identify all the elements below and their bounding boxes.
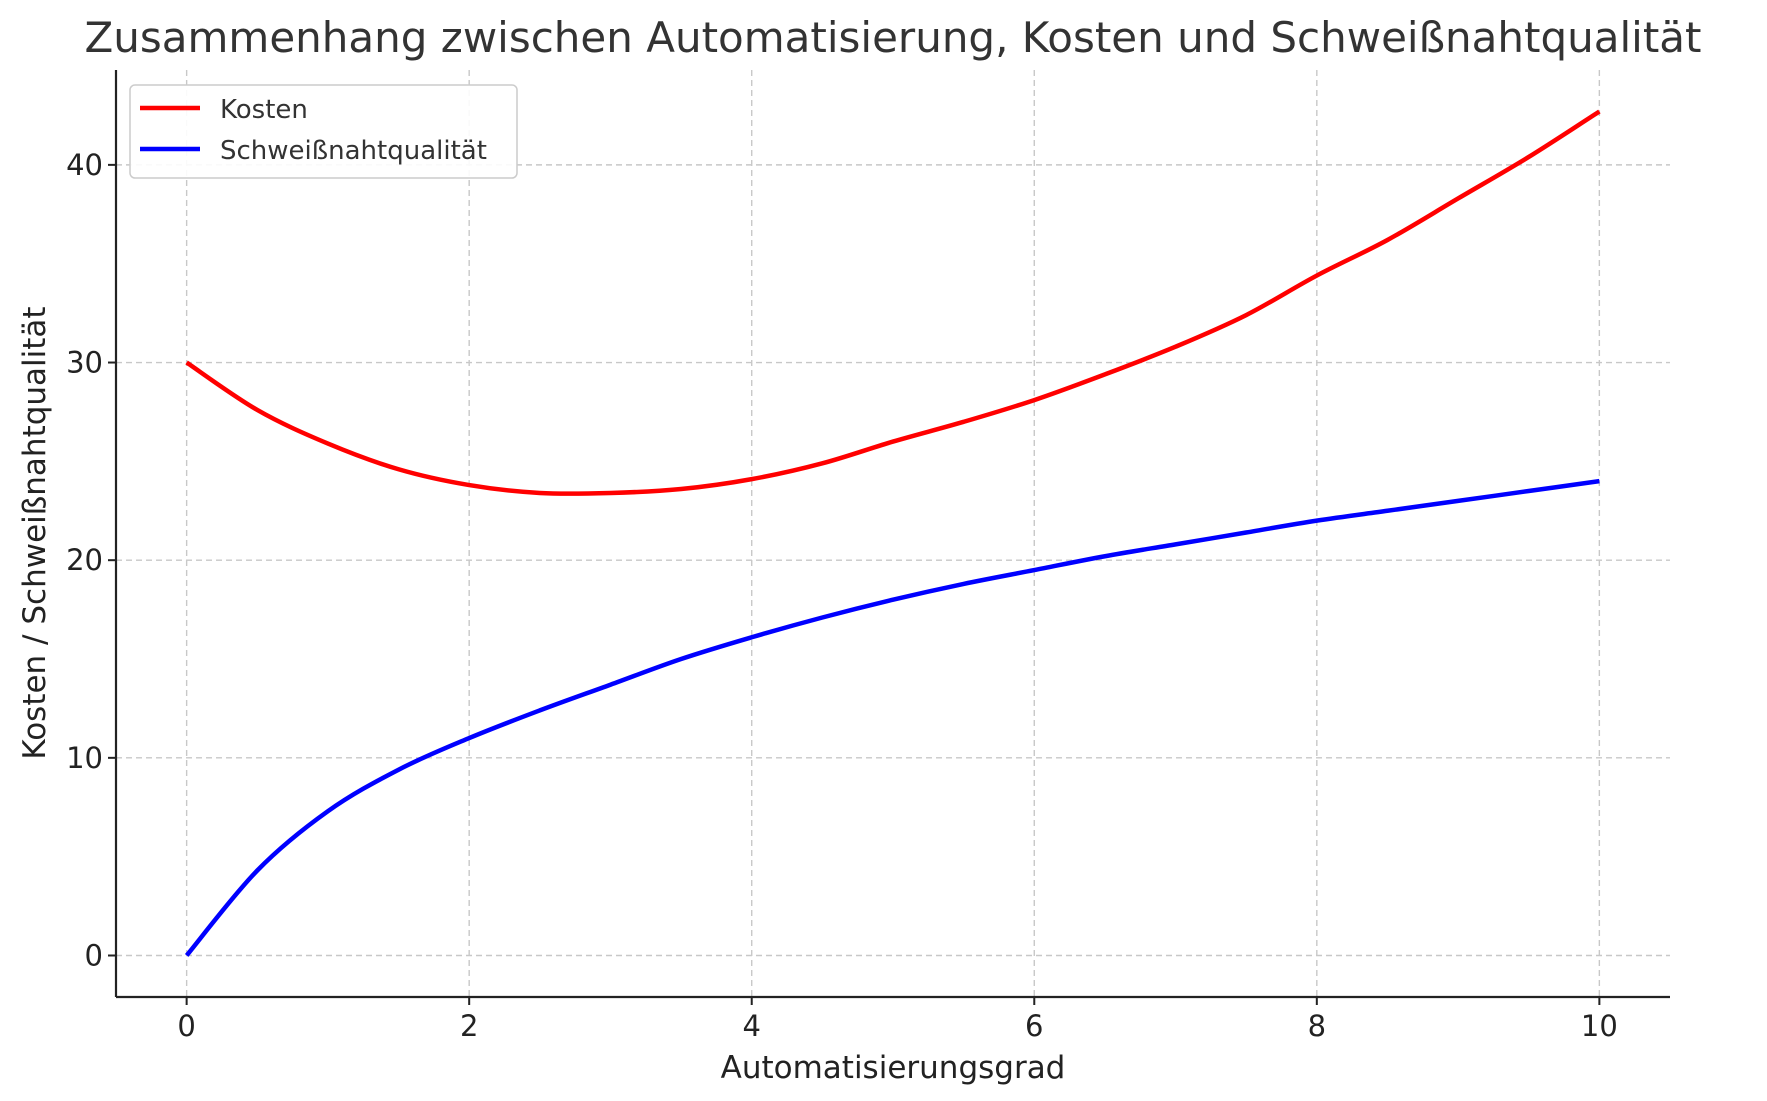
chart-title: Zusammenhang zwischen Automatisierung, K… <box>84 13 1701 62</box>
x-tick-label: 0 <box>177 1009 195 1043</box>
series-line-kosten <box>185 109 1601 496</box>
legend-label-schweissnahtqualitaet: Schweißnahtqualität <box>220 136 487 166</box>
x-tick-label: 10 <box>1581 1009 1618 1043</box>
x-tick-label: 2 <box>460 1009 478 1043</box>
ticks: 0 2 4 6 8 10 0 10 20 30 40 <box>66 148 1618 1043</box>
y-tick-label: 30 <box>66 346 103 380</box>
legend-label-kosten: Kosten <box>220 95 308 125</box>
y-tick-label: 0 <box>85 938 103 972</box>
y-axis-label: Kosten / Schweißnahtqualität <box>17 306 53 759</box>
x-tick-label: 4 <box>743 1009 761 1043</box>
legend: Kosten Schweißnahtqualität <box>129 84 518 179</box>
x-axis-label: Automatisierungsgrad <box>721 1050 1066 1086</box>
series-line-schweissnahtqualitaet <box>184 478 1600 957</box>
y-tick-label: 10 <box>66 741 103 775</box>
legend-box <box>129 84 518 179</box>
x-tick-label: 6 <box>1025 1009 1043 1043</box>
x-tick-label: 8 <box>1308 1009 1326 1043</box>
y-tick-label: 40 <box>66 148 103 182</box>
y-tick-label: 20 <box>66 543 103 577</box>
axes <box>114 70 1670 999</box>
series-lines <box>184 109 1601 957</box>
grid <box>116 70 1670 997</box>
